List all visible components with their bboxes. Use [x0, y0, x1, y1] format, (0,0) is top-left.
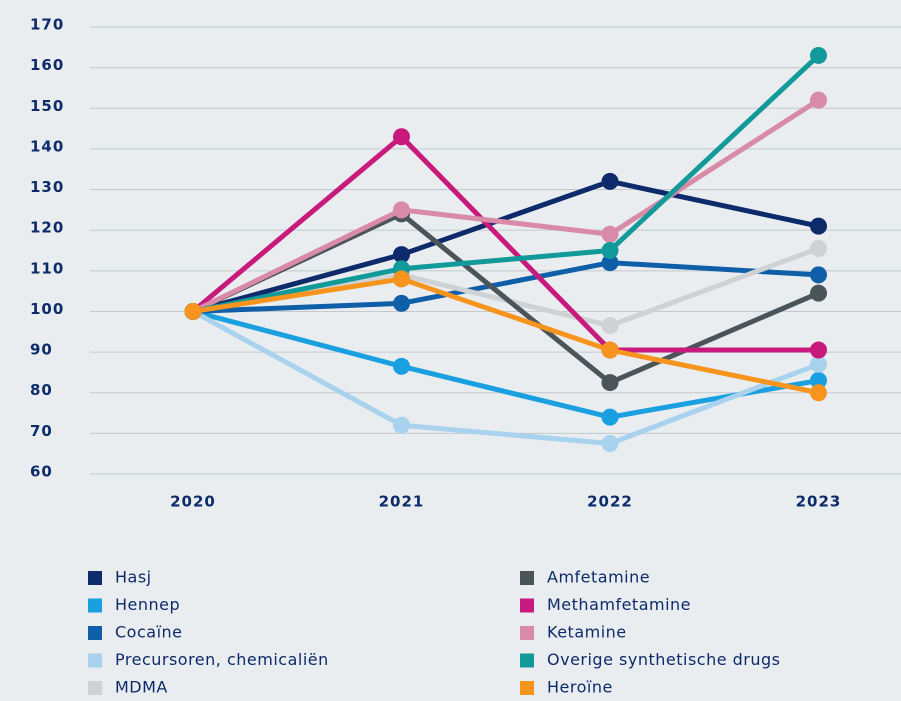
y-tick-label: 110 — [30, 259, 64, 277]
y-tick-label: 130 — [30, 178, 64, 196]
legend-label: Heroïne — [547, 678, 613, 697]
marker — [601, 341, 619, 359]
legend-swatch — [88, 626, 102, 640]
series-line — [192, 53, 821, 314]
y-tick-label: 70 — [30, 422, 53, 440]
legend-label: Ketamine — [547, 623, 627, 642]
marker — [601, 435, 619, 453]
y-tick-label: 120 — [30, 219, 64, 237]
marker — [393, 270, 410, 288]
marker — [810, 46, 827, 64]
legend-label: Precursoren, chemicaliën — [115, 650, 329, 669]
marker — [810, 239, 827, 257]
marker — [601, 225, 619, 243]
y-tick-label: 90 — [30, 341, 53, 359]
series-line — [191, 134, 819, 353]
legend-label: MDMA — [115, 678, 168, 697]
legend-swatch — [520, 653, 534, 668]
series-line — [191, 309, 820, 447]
legend-label: Overige synthetische drugs — [547, 650, 781, 669]
y-tick-label: 170 — [30, 16, 64, 34]
legend-swatch — [88, 571, 102, 585]
series-line — [192, 178, 820, 314]
marker — [810, 355, 827, 373]
marker — [601, 242, 619, 259]
marker — [810, 91, 827, 109]
legend-swatch — [520, 598, 534, 613]
marker — [393, 357, 410, 375]
marker — [393, 416, 410, 434]
marker — [601, 172, 619, 190]
marker — [810, 284, 827, 302]
legend-swatch — [520, 571, 534, 585]
legend-label: Hennep — [115, 595, 180, 614]
y-tick-label: 150 — [30, 97, 64, 115]
marker — [393, 294, 410, 312]
marker — [810, 372, 827, 390]
marker — [810, 341, 827, 359]
legend-label: Hasj — [115, 568, 152, 587]
marker — [393, 246, 410, 264]
y-tick-label: 60 — [30, 463, 53, 481]
marker — [810, 384, 827, 402]
y-tick-label: 140 — [30, 137, 64, 155]
legend-swatch — [520, 681, 534, 695]
legend-label: Amfetamine — [547, 568, 650, 587]
series-line — [192, 309, 819, 420]
marker — [601, 408, 619, 426]
marker — [393, 201, 410, 219]
x-tick-label: 2020 — [170, 493, 216, 511]
legend-label: Methamfetamine — [547, 595, 691, 614]
x-tick-label: 2023 — [796, 493, 842, 511]
series-line — [192, 260, 819, 314]
marker — [810, 266, 827, 284]
marker — [601, 374, 619, 392]
marker — [810, 217, 827, 235]
marker — [601, 254, 619, 272]
y-tick-label: 100 — [30, 300, 64, 318]
legend-swatch — [520, 626, 534, 640]
y-tick-label: 160 — [30, 56, 64, 74]
y-tick-label: 80 — [30, 381, 53, 399]
x-tick-label: 2022 — [587, 493, 633, 511]
legend-swatch — [88, 653, 102, 668]
legend-swatch — [88, 681, 102, 695]
series-line — [192, 276, 820, 396]
marker — [184, 302, 202, 320]
legend-label: Cocaïne — [115, 623, 183, 642]
legend-swatch — [88, 598, 102, 613]
series-line — [191, 98, 820, 314]
marker — [601, 317, 619, 335]
x-tick-label: 2021 — [379, 493, 425, 511]
marker — [393, 128, 410, 146]
